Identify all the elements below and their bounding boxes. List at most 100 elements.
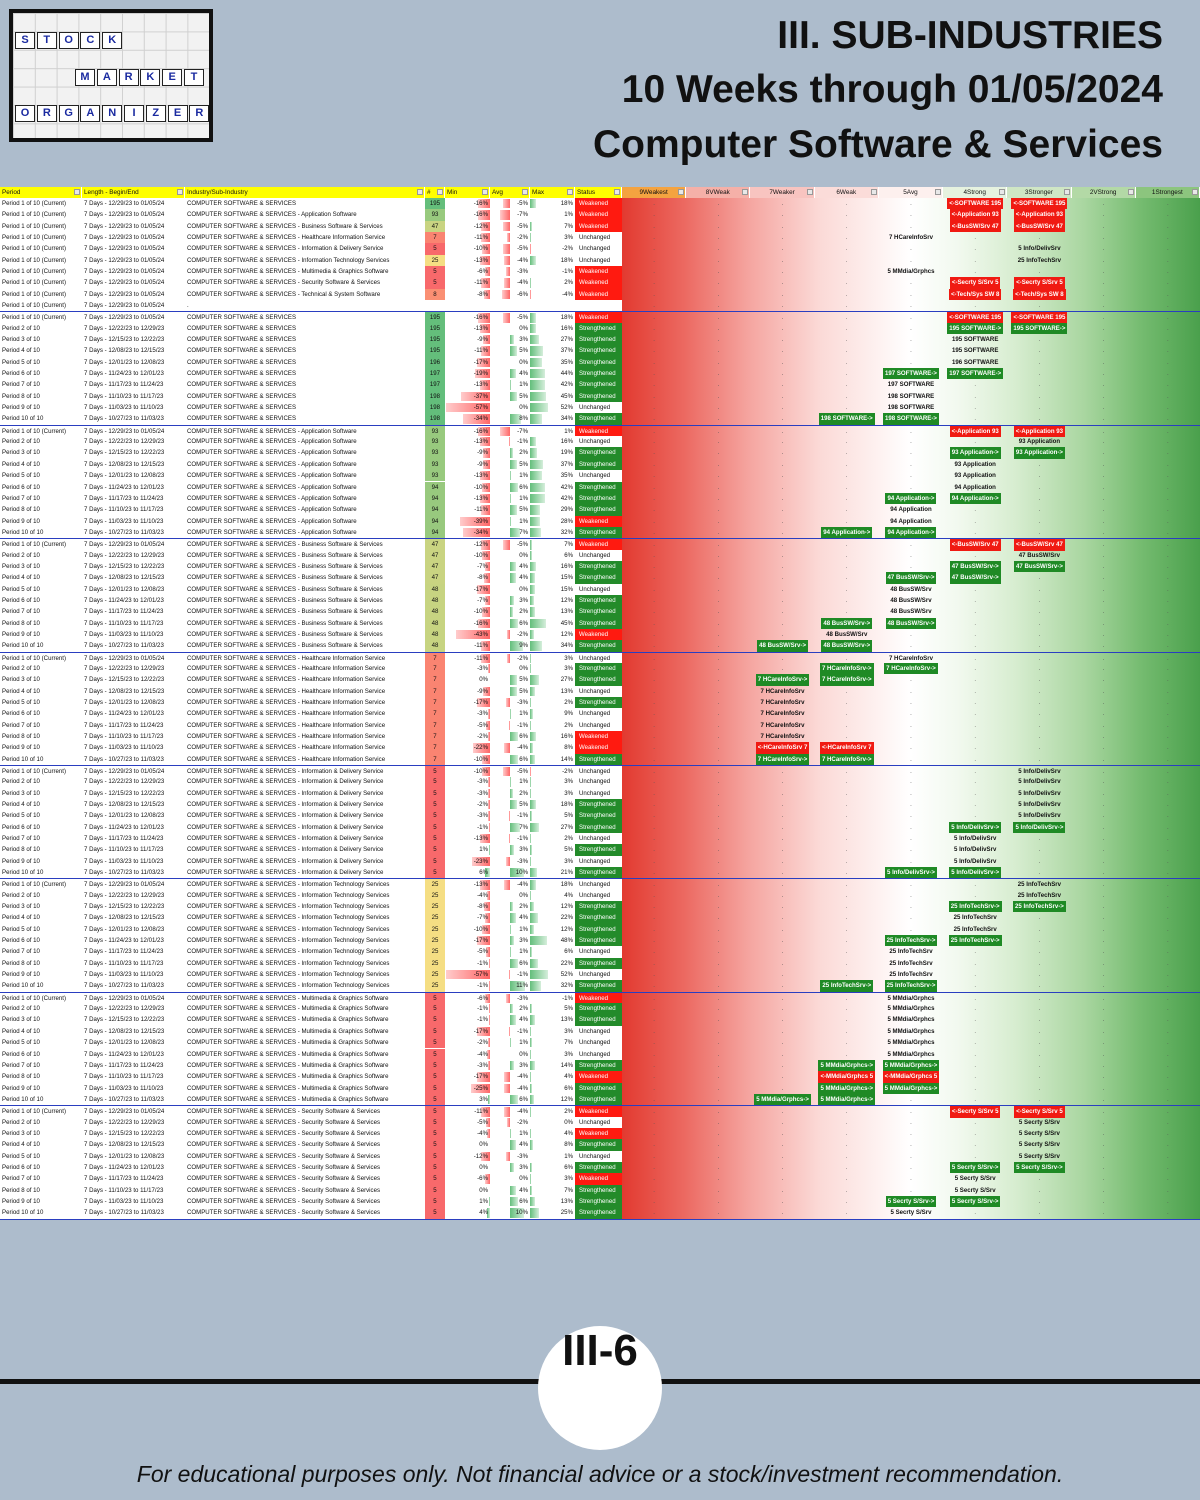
filter-button[interactable] — [935, 189, 942, 195]
value: 1% — [564, 427, 573, 435]
rating-cell: <-HCareInfoSrv 7 — [815, 742, 879, 754]
rating-cell: . — [1072, 720, 1136, 731]
rating-text: . — [717, 392, 720, 400]
cell-text: Period 3 of 10 — [2, 1016, 40, 1024]
filter-button[interactable] — [614, 189, 620, 195]
rating-cell: 5 Info/DelivSrv — [1007, 810, 1071, 821]
cell-text: 7 Days - 12/22/23 to 12/29/23 — [84, 1118, 165, 1126]
rating-cell: . — [943, 674, 1007, 685]
cell-text: COMPUTER SOFTWARE & SERVICES - Multimedi… — [187, 1095, 389, 1103]
rating-cell: 5 Info/DelivSrv — [943, 844, 1007, 855]
rating-cell: . — [622, 1139, 686, 1150]
cell-text: 7 Days - 11/03/23 to 11/10/23 — [84, 1084, 164, 1092]
rating-text: 5 Info/DelivSrv-> — [885, 867, 937, 879]
rating-text: . — [1167, 630, 1169, 638]
data-bar — [485, 993, 490, 1004]
filter-button[interactable] — [742, 189, 749, 195]
count: 195 — [429, 336, 441, 344]
cell: 198 — [425, 413, 445, 425]
rating-text: . — [910, 1175, 912, 1183]
rating-text: . — [910, 551, 912, 559]
filter-button[interactable] — [1063, 189, 1070, 195]
cell: 25% — [530, 1207, 575, 1219]
filter-button[interactable] — [522, 189, 528, 195]
count: 198 — [429, 415, 441, 423]
rating-text: . — [1167, 881, 1169, 889]
rating-text: 5 Info/DelivSrv — [1018, 789, 1061, 797]
rating-text: . — [653, 654, 655, 662]
rating-cell: . — [815, 334, 879, 345]
rating-cell: . — [879, 1173, 943, 1184]
rating-text: 25 InfoTechSrv — [889, 959, 933, 967]
value: 0% — [519, 358, 528, 366]
rating-text: . — [653, 234, 655, 242]
rating-cell: . — [879, 901, 943, 912]
cell: 7 Days - 10/27/23 to 11/03/23 — [82, 640, 185, 652]
rating-text: . — [653, 245, 655, 253]
rating-cell: . — [815, 209, 879, 220]
value: 0% — [519, 324, 528, 332]
filter-button[interactable] — [482, 189, 488, 195]
filter-button[interactable] — [74, 189, 80, 195]
data-bar — [530, 958, 538, 969]
filter-button[interactable] — [1191, 189, 1198, 195]
rating-text: . — [653, 381, 655, 389]
filter-button[interactable] — [567, 189, 573, 195]
table-row: Period 6 of 10 7 Days - 11/24/23 to 12/01… — [0, 1161, 1200, 1174]
cell: -57% — [445, 402, 490, 414]
data-bar — [482, 754, 490, 764]
rating-cell: . — [1072, 879, 1136, 890]
rating-text: . — [1167, 1095, 1169, 1103]
rating-cell: . — [622, 653, 686, 664]
filter-button[interactable] — [678, 189, 685, 195]
rating-cell: . — [1007, 663, 1071, 674]
cell-text: 7 Days - 12/08/23 to 12/15/23 — [84, 801, 165, 809]
cell: 7 Days - 11/10/23 to 11/17/23 — [82, 957, 185, 970]
rating-text: . — [653, 1061, 655, 1069]
data-bar — [488, 731, 490, 742]
cell: -39% — [445, 515, 490, 527]
cell: Strengthened — [575, 867, 622, 879]
table-row: Period 10 of 10 7 Days - 10/27/23 to 11/0… — [0, 980, 1200, 992]
cell: 7 Days - 12/15/23 to 12/22/23 — [82, 901, 185, 913]
rating-text: . — [1102, 222, 1105, 230]
data-bar — [530, 709, 534, 719]
cell: 93 — [425, 470, 445, 482]
rating-cell: . — [1007, 1185, 1071, 1196]
filter-button[interactable] — [870, 189, 877, 195]
filter-button[interactable] — [1127, 189, 1134, 195]
cell: 7 Days - 12/08/23 to 12/15/23 — [82, 345, 185, 357]
rating-text: . — [1038, 676, 1041, 684]
value: 16% — [560, 562, 573, 570]
rating-cell: . — [686, 243, 750, 254]
cell-text: 7 Days - 11/03/23 to 11/10/23 — [84, 517, 164, 525]
rating-cell: . — [750, 1128, 814, 1139]
rating-cell: . — [879, 1185, 943, 1196]
rating-text: . — [781, 245, 784, 253]
rating-cell: . — [750, 901, 814, 912]
rating-text: . — [1167, 676, 1169, 684]
rating-cell: . — [879, 742, 943, 753]
cell-text: Period 10 of 10 — [2, 528, 44, 536]
rating-text: . — [717, 279, 720, 287]
filter-button[interactable] — [806, 189, 813, 195]
rating-cell: . — [686, 901, 750, 912]
cell-text: COMPUTER SOFTWARE & SERVICES - Business … — [187, 585, 383, 593]
rating-cell: . — [622, 901, 686, 912]
data-bar — [510, 947, 512, 957]
rating-text: . — [717, 256, 720, 264]
rating-text: 5 MMdia/Grphcs-> — [754, 1093, 811, 1106]
filter-button[interactable] — [417, 189, 423, 195]
data-bar — [481, 278, 490, 288]
filter-button[interactable] — [999, 189, 1006, 195]
cell: -8% — [445, 288, 490, 301]
filter-button[interactable] — [437, 189, 443, 195]
rating-text: 7 HCareInfoSrv-> — [884, 662, 938, 675]
table-row: Period 7 of 10 7 Days - 11/17/23 to 11/24… — [0, 833, 1200, 845]
count: 5 — [433, 1175, 437, 1183]
rating-text: . — [1102, 562, 1105, 570]
rating-cell: . — [815, 312, 879, 323]
filter-button[interactable] — [177, 189, 183, 195]
cell: Weakened — [575, 628, 622, 641]
rating-text: . — [653, 630, 655, 638]
